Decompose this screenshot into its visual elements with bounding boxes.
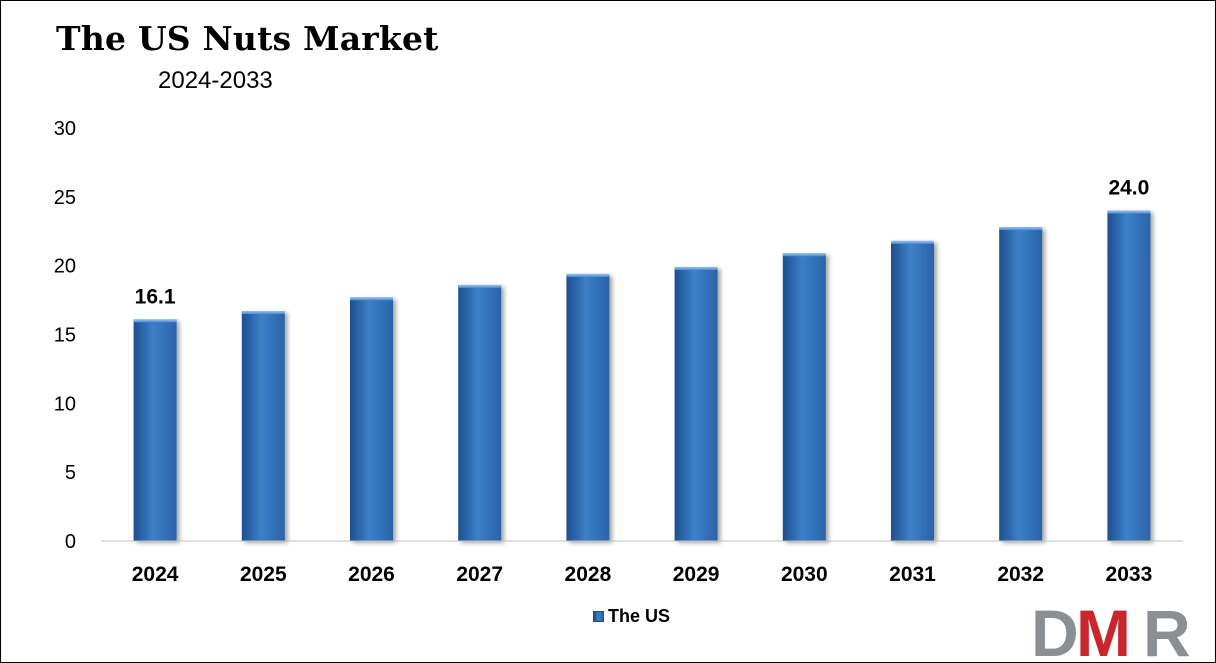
legend-swatch [593,611,604,622]
bar [458,284,502,541]
x-tick-label: 2033 [1106,563,1153,586]
bar-cap [674,267,718,271]
legend-label: The US [608,606,671,626]
bar-2030 [782,253,826,541]
y-tick-label: 30 [54,118,76,140]
x-tick-label: 2025 [240,563,287,586]
data-labels: 16.1 24.0 [135,177,1150,309]
bar [782,253,826,541]
y-tick-label: 25 [54,187,76,209]
data-label: 24.0 [1108,177,1149,200]
y-axis-tick-labels: 0 5 10 15 20 25 30 [54,118,76,553]
bar-cap [1107,210,1151,214]
bar-2028 [566,273,610,541]
logo-letter-m: M [1076,598,1131,660]
bar-2024 [133,319,177,541]
bar-cap [458,284,502,288]
y-tick-label: 5 [65,462,76,484]
bar-cap [782,253,826,257]
y-tick-label: 20 [54,256,76,278]
bar-2025 [241,311,285,541]
legend: The US [593,606,670,627]
x-tick-label: 2029 [673,563,720,586]
bar [350,297,393,541]
y-tick-label: 15 [54,325,76,347]
bar [133,319,177,541]
bar [674,267,718,541]
bar-cap [566,273,610,277]
x-tick-label: 2028 [565,563,612,586]
bar [566,273,610,541]
bar-2026 [350,297,393,541]
bar-cap [241,311,285,315]
bar-cap [891,240,934,244]
data-label: 16.1 [135,285,176,308]
x-tick-label: 2026 [348,563,395,586]
x-tick-label: 2031 [889,563,936,586]
bar [999,227,1043,541]
bar-2033 [1107,210,1151,541]
x-tick-label: 2030 [781,563,828,586]
bar [241,311,285,541]
y-tick-label: 0 [65,531,76,553]
x-axis-tick-labels: 2024 2025 2026 2027 2028 2029 2030 2031 2032 2033 [132,563,1153,586]
chart-title: The US Nuts Market [56,19,439,58]
bar-2027 [458,284,502,541]
bar [1107,210,1151,541]
x-tick-label: 2027 [456,563,503,586]
dmr-logo: D M R [1031,598,1191,660]
bar-2029 [674,267,718,541]
x-tick-label: 2032 [997,563,1044,586]
bar-2032 [999,227,1043,541]
y-tick-label: 10 [54,393,76,415]
logo-letter-r: R [1143,598,1191,660]
chart-subtitle: 2024-2033 [158,67,273,94]
bar-cap [999,227,1043,231]
x-tick-label: 2024 [132,563,179,586]
bar [891,240,934,542]
bar-cap [350,297,393,301]
bar-2031 [891,240,934,542]
bars [133,210,1151,542]
logo-letter-d: D [1031,598,1079,660]
bar-cap [133,319,177,323]
